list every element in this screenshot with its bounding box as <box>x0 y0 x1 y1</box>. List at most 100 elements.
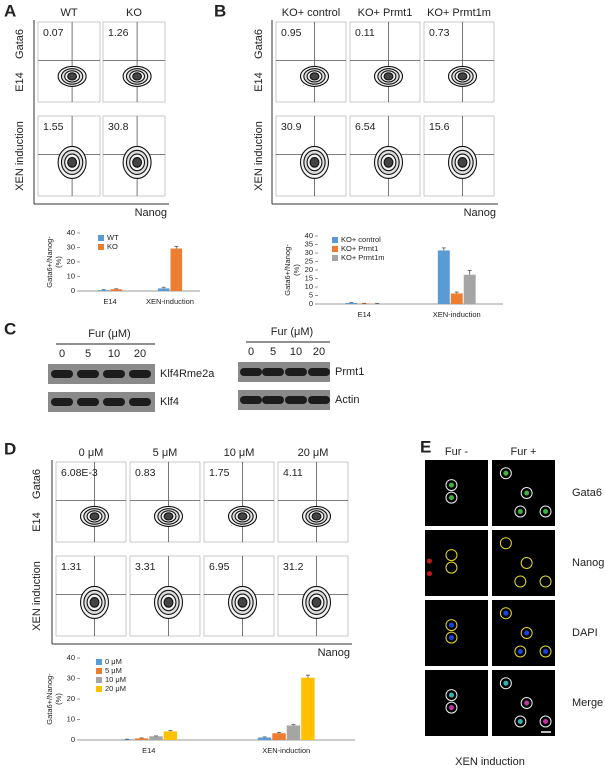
y-tick-label: 5 <box>309 290 313 299</box>
cell-dot <box>503 470 509 476</box>
quadrant-percentage: 30.8 <box>108 121 129 133</box>
contour <box>457 72 468 81</box>
legend-swatch <box>96 677 102 683</box>
flow-plot <box>55 461 127 543</box>
contour <box>132 157 143 168</box>
quadrant-percentage: 4.11 <box>283 467 303 479</box>
contour <box>237 597 248 608</box>
band <box>77 398 99 406</box>
y-tick-label: 25 <box>305 256 313 265</box>
micrograph <box>492 600 555 666</box>
bar <box>371 303 384 304</box>
bar <box>163 731 178 740</box>
bar <box>286 725 301 740</box>
y-tick-label: 20 <box>67 694 75 703</box>
cell-dot <box>543 718 549 724</box>
legend-swatch <box>98 235 104 241</box>
quadrant-percentage: 31.2 <box>283 561 304 573</box>
y-tick-label: 10 <box>305 282 313 291</box>
quadrant-percentage: 6.08E-3 <box>61 467 98 479</box>
x-tick-label: XEN-induction <box>262 746 310 755</box>
contour <box>67 72 78 81</box>
band-label: Actin <box>335 394 359 406</box>
cell-dot <box>543 648 549 654</box>
lane-label: 0 <box>248 346 254 358</box>
quadrant-percentage: 1.31 <box>61 561 82 573</box>
bar <box>149 736 163 740</box>
legend-label: WT <box>107 233 119 242</box>
quadrant-percentage: 1.55 <box>43 121 64 133</box>
lane-label: 10 <box>108 348 120 360</box>
blot-strip <box>48 364 155 384</box>
lane-label: 20 <box>313 346 325 358</box>
cell-dot <box>448 705 454 711</box>
flow-plot <box>102 21 166 103</box>
cell-dot <box>448 622 454 628</box>
column-header: KO <box>126 7 142 19</box>
y-tick-label: 30 <box>305 248 313 257</box>
column-header: WT <box>60 7 77 19</box>
quadrant-percentage: 0.83 <box>135 467 156 479</box>
column-header: Fur + <box>511 446 537 458</box>
quadrant-percentage: 0.11 <box>355 27 375 39</box>
cell-outline <box>514 715 527 728</box>
cell-outline <box>445 689 458 702</box>
cell-outline <box>445 631 458 644</box>
cell-outline <box>539 645 552 658</box>
flow-plot <box>349 21 421 103</box>
micrograph <box>425 530 488 596</box>
cell-dot <box>448 635 454 641</box>
bar <box>437 250 450 304</box>
cell-outline <box>499 607 512 620</box>
bar <box>345 302 358 304</box>
micrograph <box>425 600 488 666</box>
cell-dot <box>524 630 530 636</box>
blot-header: Fur (μM) <box>88 328 130 340</box>
cell-outline <box>514 505 527 518</box>
blot-strip <box>48 392 155 412</box>
legend-label: KO+ control <box>341 235 381 244</box>
legend-label: 5 μM <box>105 666 122 675</box>
y-tick-label: 30 <box>67 673 75 682</box>
bar <box>120 739 134 740</box>
x-axis-label: Nanog <box>318 647 350 659</box>
flow-plot <box>203 461 275 543</box>
bar <box>110 289 123 291</box>
cell-dot <box>517 648 523 654</box>
y-tick-label: 40 <box>305 231 313 240</box>
quadrant-percentage: 0.07 <box>43 27 64 39</box>
band-label: Klf4Rme2a <box>160 368 215 380</box>
y-axis-label: Gata6+/Nanog- <box>45 236 54 288</box>
band <box>51 370 73 378</box>
x-tick-label: XEN-induction <box>146 297 194 306</box>
column-header: KO+ Prmt1m <box>427 7 491 19</box>
column-header: Fur - <box>445 446 469 458</box>
column-header: KO+ Prmt1 <box>358 7 413 19</box>
flow-plot <box>37 21 101 103</box>
band <box>240 396 262 404</box>
legend-swatch <box>332 237 338 243</box>
y-axis-label: Gata6 <box>253 29 265 59</box>
cell-dot <box>543 508 549 514</box>
column-header: 20 μM <box>298 447 329 459</box>
quadrant-percentage: 6.95 <box>209 561 230 573</box>
band <box>129 370 151 378</box>
legend-label: 0 μM <box>105 657 122 666</box>
contour <box>383 72 394 81</box>
contour <box>163 597 174 608</box>
y-axis-label: (%) <box>54 256 63 268</box>
y-axis-label: Gata6+/Nanog- <box>283 244 292 296</box>
cell-outline <box>520 697 533 709</box>
contour <box>89 597 100 608</box>
y-tick-label: 40 <box>67 653 75 662</box>
cell-dot <box>503 610 509 616</box>
flow-plot <box>423 21 495 103</box>
cell-dot <box>517 508 523 514</box>
contour <box>457 157 468 168</box>
legend-swatch <box>96 668 102 674</box>
bar <box>358 303 371 304</box>
contour <box>383 157 394 168</box>
legend-label: KO <box>107 242 118 251</box>
cell-dot <box>503 680 509 686</box>
